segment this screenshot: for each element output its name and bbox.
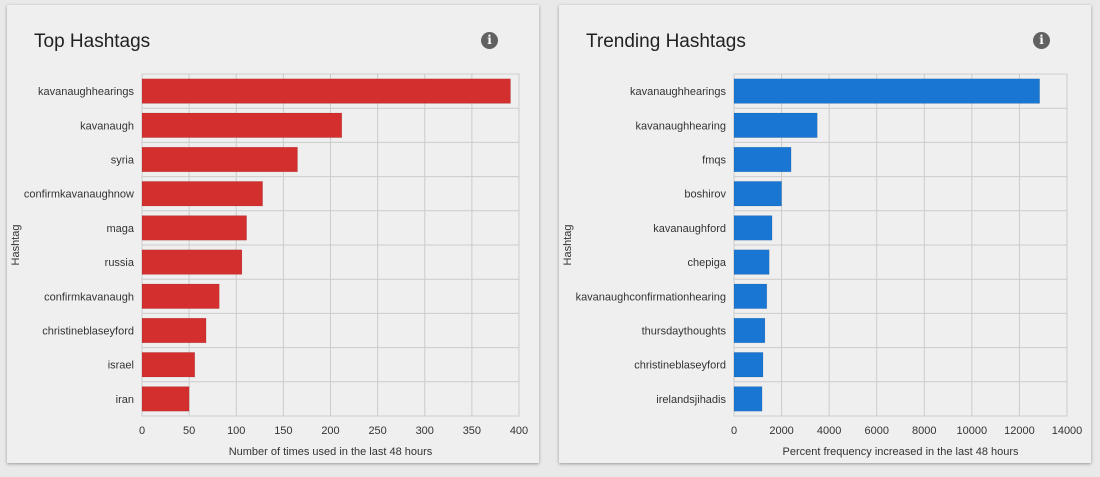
top-hashtags-card: Top Hashtags i kavanaughhearings kavanaug… bbox=[7, 5, 539, 463]
bar-israel[interactable] bbox=[141, 352, 196, 378]
x-tick-label: 100 bbox=[227, 425, 245, 437]
x-tick-label: 350 bbox=[463, 425, 481, 437]
top-hashtags-chart: kavanaughhearings kavanaugh syria confirmka… bbox=[10, 73, 528, 458]
bar-kavanaugh[interactable] bbox=[141, 112, 343, 138]
bar-kavanaughford[interactable] bbox=[733, 215, 773, 241]
x-tick-label: 400 bbox=[510, 425, 528, 437]
category-label: russia bbox=[105, 257, 135, 269]
x-tick-label: 150 bbox=[274, 425, 292, 437]
category-label: israel bbox=[108, 360, 134, 372]
bar-kavanaughhearing[interactable] bbox=[733, 112, 818, 138]
category-label: boshirov bbox=[684, 189, 726, 201]
category-label: chepiga bbox=[687, 257, 726, 269]
card-title: Trending Hashtags bbox=[586, 31, 746, 52]
category-label: thursdaythoughts bbox=[642, 326, 727, 338]
x-tick-label: 250 bbox=[368, 425, 386, 437]
bar-kavanaughconfirmationhearing[interactable] bbox=[733, 283, 768, 309]
bar-fmqs[interactable] bbox=[733, 146, 792, 173]
trending-hashtags-chart: kavanaughhearings kavanaughhearing fmqs bos… bbox=[562, 73, 1083, 458]
bar-irelandsjihadis[interactable] bbox=[733, 386, 763, 412]
bar-thursdaythoughts[interactable] bbox=[733, 317, 766, 344]
category-label: irelandsjihadis bbox=[656, 394, 726, 406]
x-tick-label: 200 bbox=[321, 425, 339, 437]
y-axis-label: Hashtag bbox=[10, 225, 22, 266]
x-tick-label: 50 bbox=[183, 425, 195, 437]
bar-russia[interactable] bbox=[141, 249, 243, 275]
category-label: kavanaughhearing bbox=[635, 120, 726, 132]
info-icon[interactable]: i bbox=[481, 32, 498, 49]
category-label: iran bbox=[116, 394, 134, 406]
trending-hashtags-card: Trending Hashtags i kavanaughhearings kav… bbox=[559, 5, 1091, 463]
bar-kavanaughhearings[interactable] bbox=[733, 78, 1040, 104]
bar-christineblaseyford[interactable] bbox=[141, 317, 207, 344]
x-tick-label: 8000 bbox=[912, 425, 936, 437]
x-tick-label: 6000 bbox=[864, 425, 888, 437]
bar-christineblaseyford[interactable] bbox=[733, 352, 764, 378]
bar-syria[interactable] bbox=[141, 146, 298, 173]
bar-iran[interactable] bbox=[141, 386, 190, 412]
x-tick-label: 4000 bbox=[817, 425, 841, 437]
category-label: confirmkavanaughnow bbox=[24, 189, 134, 201]
category-label: kavanaughford bbox=[653, 223, 726, 235]
category-label: kavanaughconfirmationhearing bbox=[576, 291, 726, 303]
bar-chepiga[interactable] bbox=[733, 249, 770, 275]
category-label: fmqs bbox=[702, 155, 726, 167]
category-label: christineblaseyford bbox=[42, 326, 134, 338]
category-label: kavanaughhearings bbox=[38, 86, 135, 98]
x-tick-label: 300 bbox=[416, 425, 434, 437]
category-label: maga bbox=[106, 223, 134, 235]
bar-confirmkavanaughnow[interactable] bbox=[141, 181, 263, 207]
card-title: Top Hashtags bbox=[34, 31, 151, 52]
info-icon[interactable]: i bbox=[1033, 32, 1050, 49]
bar-confirmkavanaugh[interactable] bbox=[141, 283, 220, 309]
category-label: syria bbox=[111, 155, 135, 167]
category-label: confirmkavanaugh bbox=[44, 291, 134, 303]
x-tick-label: 12000 bbox=[1004, 425, 1035, 437]
x-tick-label: 2000 bbox=[769, 425, 793, 437]
x-axis-label: Number of times used in the last 48 hour… bbox=[229, 446, 433, 458]
bar-boshirov[interactable] bbox=[733, 181, 782, 207]
category-label: kavanaughhearings bbox=[630, 86, 727, 98]
y-axis-label: Hashtag bbox=[562, 225, 574, 266]
x-tick-label: 10000 bbox=[957, 425, 988, 437]
bar-maga[interactable] bbox=[141, 215, 247, 241]
x-tick-label: 0 bbox=[139, 425, 145, 437]
category-label: christineblaseyford bbox=[634, 360, 726, 372]
x-tick-label: 14000 bbox=[1052, 425, 1083, 437]
x-axis-label: Percent frequency increased in the last … bbox=[782, 446, 1019, 458]
bar-kavanaughhearings[interactable] bbox=[141, 78, 511, 104]
category-label: kavanaugh bbox=[80, 120, 134, 132]
x-tick-label: 0 bbox=[731, 425, 737, 437]
